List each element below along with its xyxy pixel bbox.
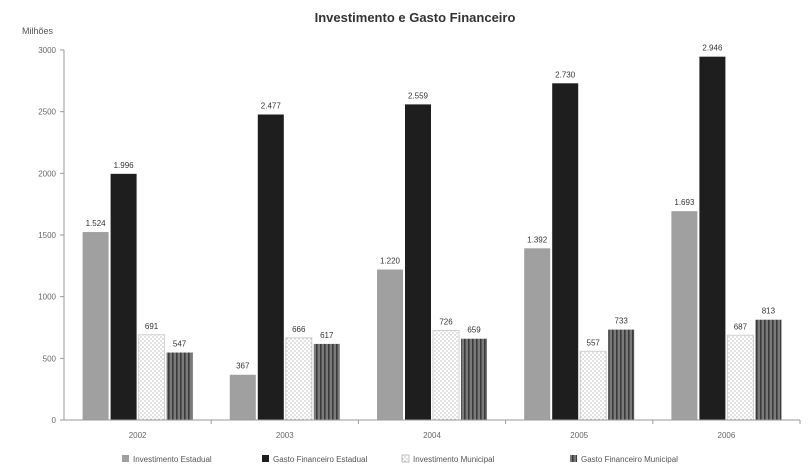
bar-1-2004 <box>377 269 403 420</box>
bar-1-2003 <box>229 374 256 420</box>
bar-3-2003 <box>285 337 313 421</box>
bar-1-2006 <box>671 211 698 420</box>
bar-1-2005 <box>524 248 551 420</box>
y-tick-label: 0 <box>52 416 57 425</box>
data-label: 2.559 <box>408 91 429 100</box>
data-label: 726 <box>439 317 453 326</box>
data-label: 557 <box>587 338 601 347</box>
y-axis-label: Milhões <box>22 26 54 36</box>
legend: Investimento Estadual Gasto Financeiro Es… <box>122 454 678 464</box>
bar-2-2004 <box>405 104 431 420</box>
data-label: 687 <box>734 322 748 331</box>
data-label: 1.693 <box>674 198 695 207</box>
legend-label-3: Investimento Municipal <box>413 455 495 464</box>
bar-4-2005 <box>608 329 635 420</box>
bar-4-2003 <box>313 343 340 420</box>
x-tick-label: 2004 <box>423 431 441 440</box>
bar-2-2003 <box>257 114 284 421</box>
data-label: 1.524 <box>86 219 107 228</box>
y-tick-label: 1000 <box>38 293 56 302</box>
bar-2-2006 <box>699 56 726 420</box>
x-tick-label: 2003 <box>276 431 294 440</box>
data-label: 2.946 <box>702 44 723 53</box>
y-tick-label: 1500 <box>38 231 56 240</box>
data-label: 813 <box>762 307 776 316</box>
x-tick-label: 2002 <box>129 431 147 440</box>
bar-4-2004 <box>461 338 487 420</box>
bar-1-2002 <box>82 232 109 420</box>
bar-2-2002 <box>110 173 137 420</box>
x-axis: 2002 2003 2004 2005 2006 <box>64 419 801 440</box>
data-label: 733 <box>615 317 629 326</box>
bar-2-2005 <box>552 83 579 421</box>
bar-3-2004 <box>432 329 460 421</box>
bar-3-2005 <box>579 350 607 421</box>
bar-3-2006 <box>726 334 754 421</box>
data-label: 547 <box>173 340 187 349</box>
y-tick-label: 2500 <box>38 108 56 117</box>
x-tick-label: 2006 <box>718 431 736 440</box>
bar-4-2002 <box>166 352 193 420</box>
chart-title: Investimento e Gasto Financeiro <box>315 10 516 25</box>
data-label: 367 <box>236 362 250 371</box>
data-label: 2.477 <box>261 102 282 111</box>
legend-swatch-1 <box>122 455 129 462</box>
data-label: 691 <box>145 322 159 331</box>
data-label: 1.392 <box>527 235 548 244</box>
data-label: 666 <box>292 325 306 334</box>
data-label: 617 <box>320 331 334 340</box>
legend-swatch-2 <box>262 455 269 462</box>
data-label: 659 <box>467 326 481 335</box>
y-tick-label: 3000 <box>38 46 56 55</box>
data-label: 1.220 <box>380 257 401 266</box>
data-labels-group: 1.524 1.996 691 547 367 2.477 666 617 1.220 2.559… <box>86 44 776 371</box>
legend-label-4: Gasto Financeiro Municipal <box>581 455 678 464</box>
legend-label-1: Investimento Estadual <box>133 455 212 464</box>
bar-4-2006 <box>755 319 782 420</box>
legend-label-2: Gasto Financeiro Estadual <box>273 455 367 464</box>
bars-group <box>82 56 782 421</box>
x-tick-label: 2005 <box>570 431 588 440</box>
y-axis: 0 500 1000 1500 2000 2500 3000 <box>38 46 65 425</box>
data-label: 2.730 <box>555 70 576 79</box>
y-tick-label: 500 <box>43 354 57 363</box>
data-label: 1.996 <box>114 161 135 170</box>
bar-3-2002 <box>138 334 166 421</box>
legend-swatch-4 <box>570 455 577 462</box>
y-tick-label: 2000 <box>38 169 56 178</box>
legend-swatch-3 <box>401 454 410 463</box>
